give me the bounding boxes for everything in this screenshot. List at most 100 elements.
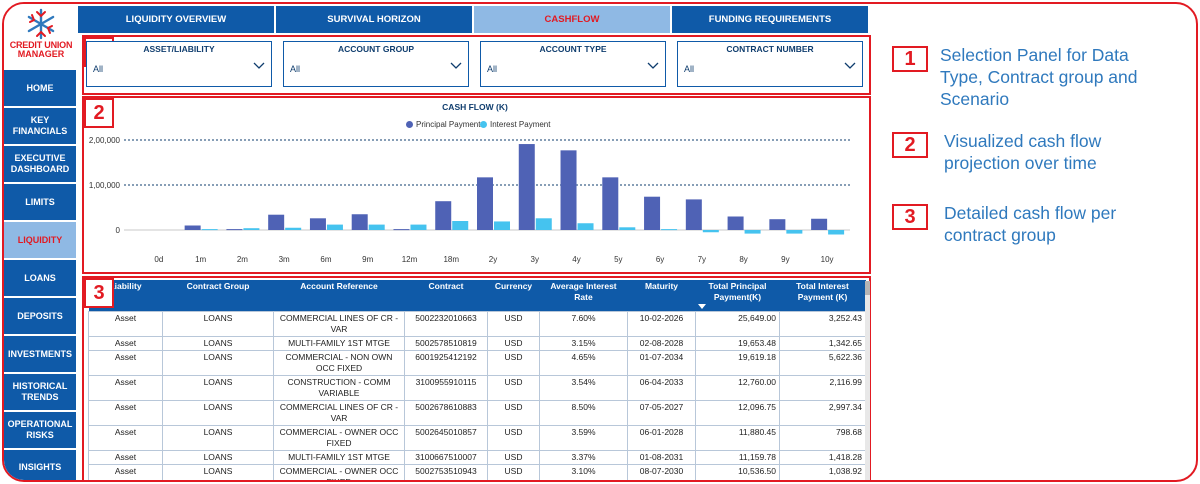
bar-interest [619,227,636,230]
filter-account-group-dropdown[interactable]: ACCOUNT GROUP All [283,41,469,87]
filter-account-type-dropdown[interactable]: ACCOUNT TYPE All [480,41,666,87]
bar-principal [477,177,493,230]
sidebar-item-insights[interactable]: INSIGHTS [4,450,76,480]
legend-interest-label: Interest Payment [490,120,551,129]
annotation-text: Detailed cash flow per contract group [944,203,1117,245]
table-row[interactable]: Asset LOANS COMMERCIAL - NON OWN OCC FIXED… [88,349,866,376]
bar-principal [226,229,243,231]
filter-value[interactable]: All [290,64,301,74]
column-header[interactable]: Account Reference [273,280,405,311]
tab-funding-requirements[interactable]: FUNDING REQUIREMENTS [672,6,868,33]
column-header[interactable]: Contract [404,280,488,311]
table-cell: LOANS [162,449,274,465]
bar-principal [435,201,452,230]
filter-value[interactable]: All [487,64,498,74]
filter-contract-number-dropdown[interactable]: CONTRACT NUMBER All [677,41,863,87]
table-cell: COMMERCIAL - OWNER OCC FIXED [273,463,405,480]
sidebar-item-liquidity[interactable]: LIQUIDITY [4,222,76,258]
table-cell: LOANS [162,374,274,401]
x-tick-label: 0d [154,255,163,264]
chevron-down-icon[interactable] [647,62,659,70]
filter-label: ASSET/LIABILITY [143,44,215,54]
table-cell: USD [487,463,540,480]
table-cell: 5002753510943 [404,463,488,480]
table-cell: USD [487,335,540,351]
tab-cashflow[interactable]: CASHFLOW [474,6,670,33]
tab-liquidity-overview[interactable]: LIQUIDITY OVERVIEW [78,6,274,33]
sidebar-item-limits[interactable]: LIMITS [4,184,76,220]
section-2-outline [82,96,871,274]
column-header[interactable]: Contract Group [162,280,274,311]
snowflake-logo-icon [27,8,55,40]
table-cell: 02-08-2028 [627,335,696,351]
column-header[interactable]: Currency [487,280,540,311]
column-header[interactable]: Total Interest Payment (K) [779,280,866,311]
table-cell: LOANS [162,424,274,451]
sidebar-item-loans[interactable]: LOANS [4,260,76,296]
sidebar-item-key-financials[interactable]: KEY FINANCIALS [4,108,76,144]
bar-interest [577,223,594,230]
chevron-down-icon[interactable] [450,62,462,70]
table-scrollbar[interactable] [865,281,870,480]
table-scrollbar-thumb[interactable] [865,281,870,295]
sort-descending-icon[interactable] [697,304,706,309]
filter-label: CONTRACT NUMBER [726,44,814,54]
bar-interest [368,224,385,230]
cashflow-chart: 0 1,00,000 2,00,000 0d 1m 2m 3m 6m 9m 12m 18m 2y 3y 4… [89,136,850,264]
table-cell: MULTI-FAMILY 1ST MTGE [273,449,405,465]
table-row[interactable]: Asset LOANS MULTI-FAMILY 1ST MTGE 310066751… [88,449,866,465]
sidebar-item-investments[interactable]: INVESTMENTS [4,336,76,372]
x-tick-label: 7y [698,255,706,264]
table-cell: 5,622.36 [779,349,866,376]
tab-survival-horizon[interactable]: SURVIVAL HORIZON [276,6,472,33]
column-header[interactable]: Maturity [627,280,696,311]
table-cell: 12,760.00 [695,374,780,401]
x-tick-label: 1m [195,255,206,264]
y-tick-label: 0 [116,226,121,235]
x-tick-label: 3m [279,255,290,264]
x-tick-label: 3y [531,255,539,264]
x-tick-label: 8y [739,255,747,264]
filter-asset-liability-dropdown[interactable]: ASSET/LIABILITY All [86,41,272,87]
table-cell: 25,649.00 [695,310,780,337]
column-header[interactable]: Average Interest Rate [539,280,628,311]
table-cell: LOANS [162,463,274,480]
table-row[interactable]: Asset LOANS MULTI-FAMILY 1ST MTGE 500257851… [88,335,866,351]
legend-interest-swatch [480,121,487,128]
column-header[interactable]: Total Principal Payment(K) [695,280,780,311]
column-header-label: Contract Group [186,281,250,291]
sidebar-item-executive-dashboard[interactable]: EXECUTIVE DASHBOARD [4,146,76,182]
chevron-down-icon[interactable] [844,62,856,70]
bar-interest [452,221,469,230]
table-cell: COMMERCIAL LINES OF CR - VAR [273,310,405,337]
bar-principal [685,199,702,230]
filter-label: ACCOUNT GROUP [337,44,415,54]
table-cell: CONSTRUCTION - COMM VARIABLE [273,374,405,401]
column-header-label: Total Principal Payment(K) [708,281,767,302]
bar-principal [811,218,828,230]
section-1-outline [82,35,871,95]
table-row[interactable]: Asset LOANS COMMERCIAL LINES OF CR - VAR 50… [88,310,866,337]
table-row[interactable]: Asset LOANS COMMERCIAL - OWNER OCC FIXED 50… [88,424,866,451]
chevron-down-icon[interactable] [253,62,265,70]
section-3-outline [82,276,871,480]
table-cell: 5002232010663 [404,310,488,337]
table-row[interactable]: Asset LOANS CONSTRUCTION - COMM VARIABLE 31… [88,374,866,401]
bar-interest [326,224,343,230]
sidebar-item-operational-risks[interactable]: OPERATIONAL RISKS [4,412,76,448]
table-cell: LOANS [162,335,274,351]
table-row[interactable]: Asset LOANS COMMERCIAL - OWNER OCC FIXED 50… [88,463,866,480]
filter-value[interactable]: All [684,64,695,74]
table-cell: 6001925412192 [404,349,488,376]
table-cell: LOANS [162,399,274,426]
sidebar-item-historical-trends[interactable]: HISTORICAL TRENDS [4,374,76,410]
table-cell: 3100955910115 [404,374,488,401]
table-cell: 1,418.28 [779,449,866,465]
bar-interest [744,230,761,234]
bar-interest [285,227,302,230]
sidebar-item-home[interactable]: HOME [4,70,76,106]
sidebar-item-deposits[interactable]: DEPOSITS [4,298,76,334]
filter-value[interactable]: All [93,64,104,74]
x-tick-label: 6m [320,255,331,264]
table-row[interactable]: Asset LOANS COMMERCIAL LINES OF CR - VAR 50… [88,399,866,426]
